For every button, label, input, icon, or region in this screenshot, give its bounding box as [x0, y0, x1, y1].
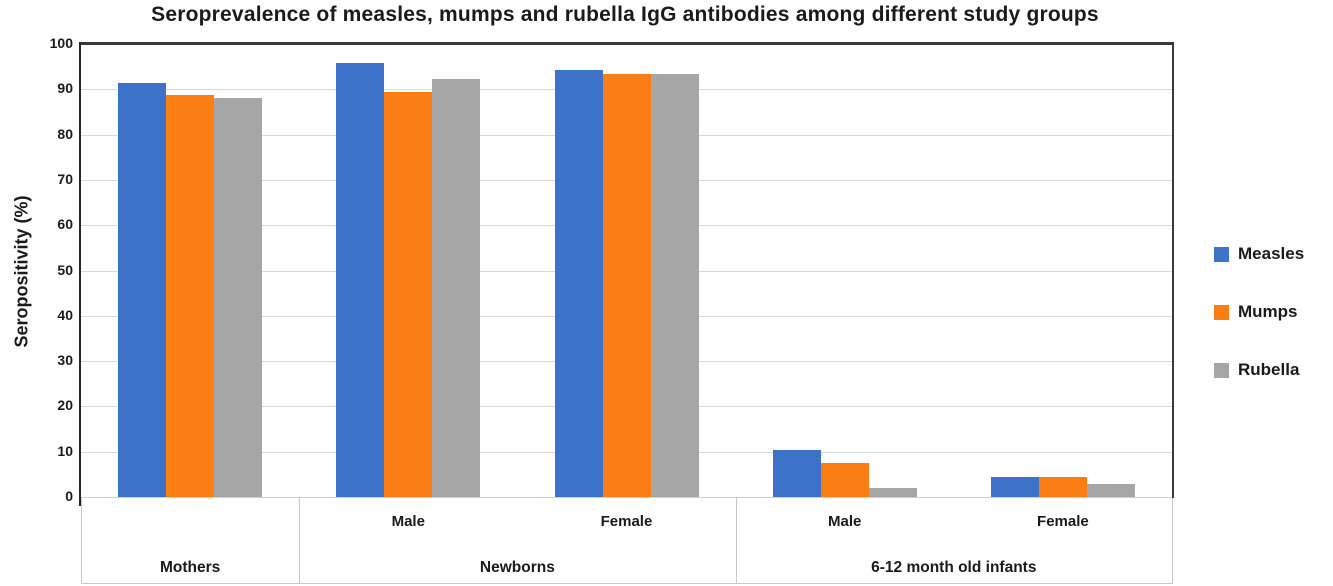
- bar-rubella-2: [650, 73, 699, 497]
- y-tick-label: 20: [57, 397, 73, 414]
- category-divider: [735, 498, 737, 583]
- bar-mumps-4: [1038, 477, 1087, 497]
- legend-label: Mumps: [1238, 302, 1298, 321]
- category-divider: [1172, 498, 1173, 583]
- y-tick-label: 30: [57, 352, 73, 369]
- category-divider: [299, 498, 301, 583]
- bar-measles-1: [336, 63, 385, 497]
- bar-rubella-3: [868, 487, 917, 497]
- y-tick-label: 100: [49, 35, 73, 51]
- y-tick-label: 90: [57, 80, 73, 97]
- y-tick-label: 0: [65, 488, 73, 504]
- legend-item-mumps: Mumps: [1214, 302, 1298, 322]
- x-group-label: 6-12 month old infants: [871, 559, 1037, 576]
- category-bottom-border: [81, 583, 1173, 584]
- y-axis-title: Seropositivity (%): [11, 195, 32, 348]
- y-axis-line: [79, 42, 81, 506]
- legend-swatch-measles: [1214, 246, 1229, 262]
- y-tick-label: 70: [57, 170, 73, 187]
- plot-border-top: [79, 42, 1174, 45]
- x-sub-label: Female: [600, 513, 653, 530]
- bar-mumps-1: [384, 92, 433, 497]
- x-axis-baseline: [81, 497, 1172, 498]
- bar-rubella-4: [1086, 484, 1135, 497]
- bar-rubella-1: [432, 79, 481, 497]
- legend-item-measles: Measles: [1214, 244, 1304, 264]
- bar-measles-2: [554, 70, 603, 497]
- y-tick-label: 80: [57, 125, 73, 142]
- category-divider: [81, 498, 82, 583]
- x-sub-label: Female: [1037, 513, 1089, 530]
- legend-item-rubella: Rubella: [1214, 360, 1299, 380]
- bar-mumps-2: [602, 73, 651, 497]
- y-tick-label: 50: [57, 261, 73, 278]
- legend-label: Measles: [1238, 244, 1305, 263]
- bar-rubella-0: [214, 98, 263, 497]
- chart-title: Seroprevalence of measles, mumps and rub…: [151, 3, 1099, 26]
- y-tick-label: 40: [57, 306, 73, 323]
- legend-swatch-rubella: [1214, 362, 1229, 378]
- bar-measles-3: [772, 449, 821, 497]
- legend-swatch-mumps: [1214, 304, 1229, 320]
- plot-border-right: [1172, 42, 1174, 498]
- bar-mumps-0: [166, 95, 215, 497]
- x-group-label: Mothers: [159, 559, 221, 576]
- x-sub-label: Male: [828, 513, 862, 530]
- x-sub-label: Male: [391, 513, 425, 530]
- y-tick-label: 60: [57, 216, 73, 233]
- y-tick-label: 10: [57, 442, 73, 459]
- bar-measles-0: [118, 82, 167, 497]
- bar-measles-4: [990, 477, 1039, 497]
- x-group-label: Newborns: [479, 559, 555, 576]
- legend-label: Rubella: [1238, 360, 1300, 379]
- bar-mumps-3: [820, 463, 869, 497]
